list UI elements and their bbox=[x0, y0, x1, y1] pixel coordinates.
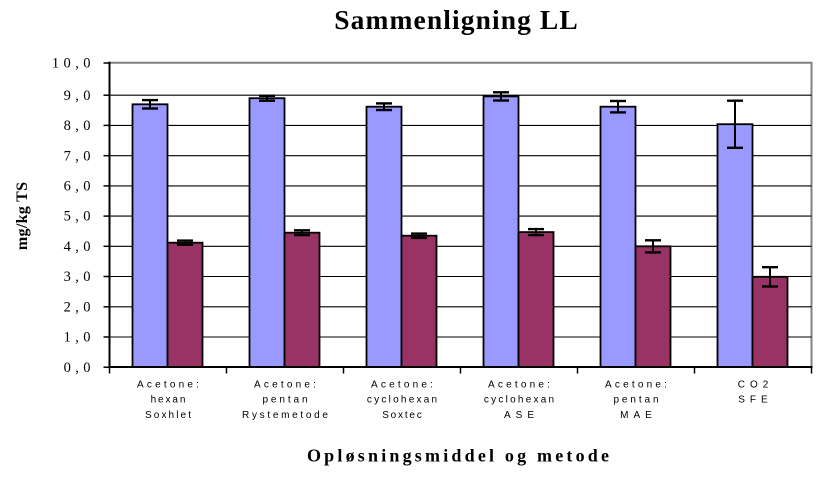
svg-text:pentan: pentan bbox=[262, 395, 310, 406]
svg-text:Rystemetode: Rystemetode bbox=[242, 410, 331, 421]
svg-text:SFE: SFE bbox=[738, 395, 772, 406]
svg-text:Soxtec: Soxtec bbox=[382, 410, 423, 421]
svg-text:9,0: 9,0 bbox=[64, 88, 95, 104]
svg-text:6,0: 6,0 bbox=[64, 179, 95, 195]
svg-text:MAE: MAE bbox=[620, 410, 657, 421]
svg-text:Opløsningsmiddel og metode: Opløsningsmiddel og metode bbox=[307, 446, 612, 466]
svg-text:0,0: 0,0 bbox=[64, 360, 95, 376]
svg-text:1,0: 1,0 bbox=[64, 330, 95, 346]
svg-text:CO2: CO2 bbox=[738, 379, 774, 390]
svg-text:8,0: 8,0 bbox=[64, 118, 95, 134]
svg-text:hexan: hexan bbox=[151, 395, 188, 406]
svg-text:Acetone:: Acetone: bbox=[137, 379, 202, 390]
svg-text:Acetone:: Acetone: bbox=[605, 379, 670, 390]
svg-text:cyclohexan: cyclohexan bbox=[484, 395, 557, 406]
svg-text:Acetone:: Acetone: bbox=[371, 379, 436, 390]
svg-text:ASE: ASE bbox=[504, 410, 539, 421]
svg-text:3,0: 3,0 bbox=[64, 269, 95, 285]
svg-text:5,0: 5,0 bbox=[64, 209, 95, 225]
svg-text:cyclohexan: cyclohexan bbox=[367, 395, 440, 406]
svg-text:pentan: pentan bbox=[613, 395, 661, 406]
svg-text:10,0: 10,0 bbox=[52, 56, 95, 72]
svg-text:Acetone:: Acetone: bbox=[488, 379, 553, 390]
svg-text:2,0: 2,0 bbox=[64, 299, 95, 315]
svg-text:7,0: 7,0 bbox=[64, 148, 95, 164]
svg-text:mg/kg TS: mg/kg TS bbox=[14, 182, 31, 250]
svg-text:Soxhlet: Soxhlet bbox=[145, 410, 193, 421]
svg-text:Sammenligning LL: Sammenligning LL bbox=[334, 4, 579, 35]
svg-text:Acetone:: Acetone: bbox=[254, 379, 319, 390]
svg-text:4,0: 4,0 bbox=[64, 239, 95, 255]
